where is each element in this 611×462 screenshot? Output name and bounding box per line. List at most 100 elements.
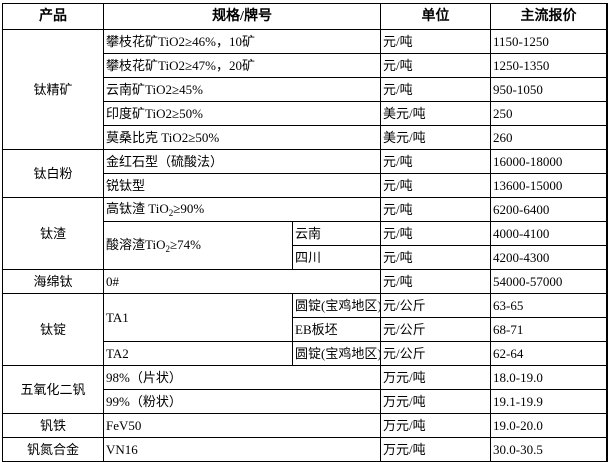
titanium-vanadium-price-table: 产品 规格/牌号 单位 主流报价 备注 钛精矿攀枝花矿TiO2≥46%，10矿元… <box>2 3 608 462</box>
table-row: 莫桑比克 TiO2≥50%美元/吨260CFR <box>3 125 608 150</box>
header-remark: 备注 <box>606 3 608 30</box>
product-name-cell: 钛白粉 <box>2 149 104 198</box>
price-cell: 18.0-19.0 <box>490 365 608 390</box>
price-cell: 260 <box>490 125 608 150</box>
spec-cell: 99%（粉状） <box>102 389 382 414</box>
unit-cell: 美元/吨 <box>380 101 492 126</box>
spec-cell: 印度矿TiO2≥50% <box>102 101 382 126</box>
remark-cell: 主流报价含税承兑 <box>606 173 608 198</box>
product-name-cell: 钛锭 <box>2 293 104 366</box>
product-name-cell: 钛精矿 <box>2 29 104 150</box>
unit-cell: 万元/吨 <box>380 437 492 462</box>
unit-cell: 元/吨 <box>380 53 492 78</box>
header-spec: 规格/牌号 <box>102 3 382 30</box>
spec-cell: FeV50 <box>102 413 382 438</box>
remark-cell: 出厂含税承兑价 <box>606 317 608 342</box>
unit-cell: 元/吨 <box>380 77 492 102</box>
price-cell: 19.0-20.0 <box>490 413 608 438</box>
spec-cell: VN16 <box>102 437 382 462</box>
price-cell: 950-1050 <box>490 77 608 102</box>
spec-cell: 98%（片状） <box>102 365 382 390</box>
product-name-cell: 五氧化二钒 <box>2 365 104 414</box>
unit-cell: 元/吨 <box>380 149 492 174</box>
unit-cell: 元/吨 <box>380 29 492 54</box>
spec-cell: 攀枝花矿TiO2≥47%，20矿 <box>102 53 382 78</box>
product-name-cell: 钒铁 <box>2 413 104 438</box>
spec-cell: 云南矿TiO2≥45% <box>102 77 382 102</box>
spec-cell: 锐钛型 <box>102 173 382 198</box>
unit-cell: 元/公斤 <box>380 293 492 318</box>
remark-cell: CFR <box>606 125 608 150</box>
remark-cell: FOB <box>606 101 608 126</box>
spec-cell: 0# <box>102 269 382 294</box>
unit-cell: 万元/吨 <box>380 413 492 438</box>
remark-cell: 出厂不含税现金价 <box>606 53 608 78</box>
price-cell: 1250-1350 <box>490 53 608 78</box>
product-name-cell: 钛渣 <box>2 197 104 270</box>
unit-cell: 元/吨 <box>380 173 492 198</box>
price-cell: 30.0-30.5 <box>490 437 608 462</box>
price-cell: 68-71 <box>490 317 608 342</box>
spec-cell: 攀枝花矿TiO2≥46%，10矿 <box>102 29 382 54</box>
unit-cell: 万元/吨 <box>380 365 492 390</box>
remark-cell: 主流报价含税承兑 <box>606 149 608 174</box>
header-unit: 单位 <box>380 3 492 30</box>
price-cell: 19.1-19.9 <box>490 389 608 414</box>
remark-cell: 出厂含税承兑价 <box>606 221 608 246</box>
price-cell: 4000-4100 <box>490 221 608 246</box>
remark-cell: 出厂含税承兑价 <box>606 413 608 438</box>
spec-sub-cell: EB板坯 <box>291 317 382 342</box>
remark-cell: 出厂不含税现金价 <box>606 29 608 54</box>
remark-cell: 出厂含税承兑价 <box>606 245 608 270</box>
price-cell: 1150-1250 <box>490 29 608 54</box>
spec-sub-cell: 云南 <box>291 221 382 246</box>
spec-sub-cell: 圆锭(宝鸡地区) <box>291 341 382 366</box>
remark-cell: 出厂不含税现金价 <box>606 77 608 102</box>
price-cell: 16000-18000 <box>490 149 608 174</box>
spec-cell: TA1 <box>103 293 293 342</box>
unit-cell: 元/吨 <box>380 245 492 270</box>
price-cell: 4200-4300 <box>490 245 608 270</box>
price-cell: 250 <box>490 101 608 126</box>
remark-cell: 出厂含税承兑价 <box>606 365 608 390</box>
header-row: 产品 规格/牌号 单位 主流报价 备注 <box>2 3 608 30</box>
remark-cell: 出厂含税承兑价 <box>606 389 608 414</box>
spec-cell: 酸溶渣TiO2≥74% <box>103 221 293 270</box>
remark-cell: 出厂含税承兑价 <box>606 293 608 318</box>
table-header: 产品 规格/牌号 单位 主流报价 备注 <box>2 3 608 30</box>
unit-cell: 美元/吨 <box>380 125 492 150</box>
unit-cell: 元/公斤 <box>380 341 492 366</box>
price-cell: 63-65 <box>490 293 608 318</box>
header-product: 产品 <box>2 3 104 30</box>
unit-cell: 万元/吨 <box>380 389 492 414</box>
spec-cell: 金红石型（硫酸法） <box>102 149 382 174</box>
spec-cell: 莫桑比克 TiO2≥50% <box>102 125 382 150</box>
header-price: 主流报价 <box>490 3 608 30</box>
price-cell: 13600-15000 <box>490 173 608 198</box>
remark-cell: 出厂含税承兑价 <box>606 437 608 462</box>
price-table-container: 产品 规格/牌号 单位 主流报价 备注 钛精矿攀枝花矿TiO2≥46%，10矿元… <box>2 3 608 462</box>
remark-cell: 出厂含税承兑价 <box>606 341 608 366</box>
product-name-cell: 海绵钛 <box>2 269 104 294</box>
unit-cell: 元/吨 <box>380 221 492 246</box>
unit-cell: 元/吨 <box>380 269 492 294</box>
spec-sub-cell: 圆锭(宝鸡地区) <box>291 293 382 318</box>
spec-cell: TA2 <box>103 341 293 366</box>
spec-cell: 高钛渣 TiO2≥90% <box>102 197 382 222</box>
product-name-cell: 钒氮合金 <box>2 437 104 462</box>
price-cell: 54000-57000 <box>490 269 608 294</box>
